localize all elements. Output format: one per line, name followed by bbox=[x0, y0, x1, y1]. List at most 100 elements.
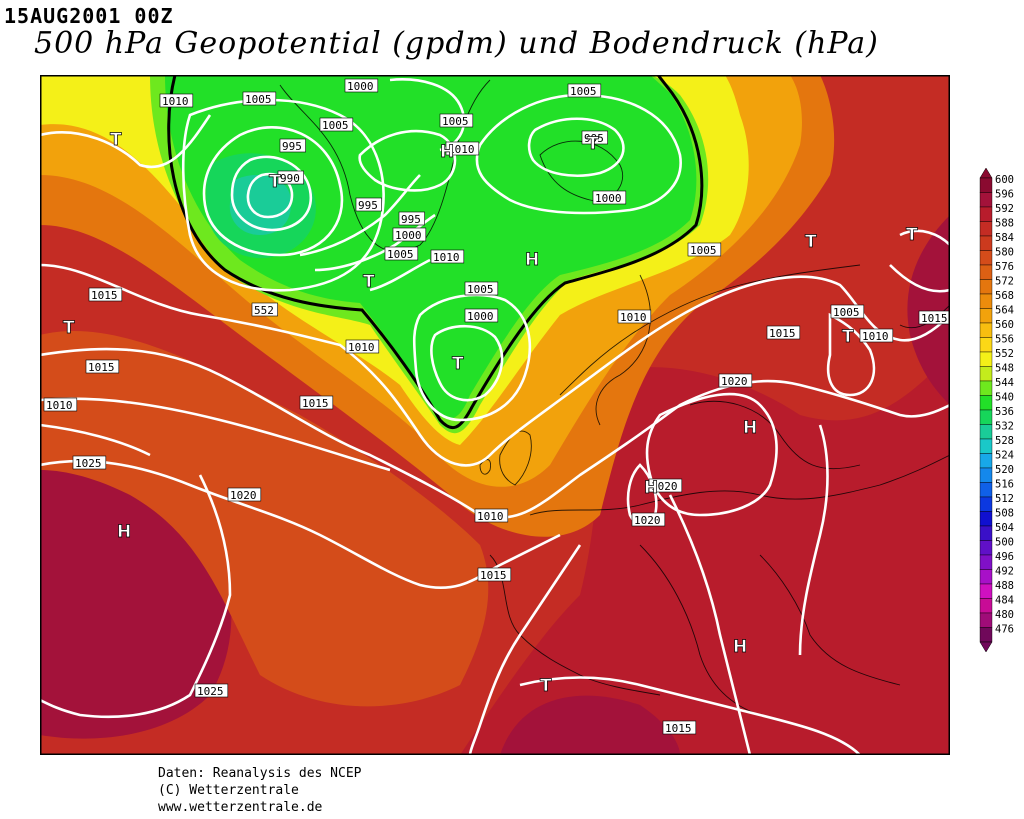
svg-text:1020: 1020 bbox=[651, 480, 678, 493]
legend-swatch bbox=[979, 438, 993, 454]
legend-level-label: 540 bbox=[995, 392, 1014, 404]
legend-level-label: 572 bbox=[995, 276, 1014, 288]
legend-level-label: 532 bbox=[995, 421, 1014, 433]
legend-level-label: 500 bbox=[995, 537, 1014, 549]
svg-text:1005: 1005 bbox=[833, 306, 860, 319]
pressure-label: 1015 bbox=[766, 325, 801, 340]
field-crimson-east bbox=[907, 215, 950, 405]
legend-swatch bbox=[979, 612, 993, 628]
legend-level-label: 544 bbox=[995, 377, 1014, 389]
field-crimson-south bbox=[500, 695, 680, 755]
high-pressure-center: H bbox=[743, 418, 757, 438]
svg-text:1025: 1025 bbox=[75, 457, 102, 470]
svg-text:1010: 1010 bbox=[448, 143, 475, 156]
svg-text:1025: 1025 bbox=[197, 685, 224, 698]
legend-level-label: 476 bbox=[995, 624, 1014, 636]
legend-swatch bbox=[979, 221, 993, 237]
credits-copyright: (C) Wetterzentrale bbox=[158, 783, 299, 798]
legend-level-label: 528 bbox=[995, 435, 1014, 447]
legend-level-label: 496 bbox=[995, 551, 1014, 563]
pressure-centers: T H T T T H T T T T T H H H T H bbox=[63, 130, 919, 697]
svg-text:1015: 1015 bbox=[769, 327, 796, 340]
svg-text:1000: 1000 bbox=[467, 310, 494, 323]
low-pressure-center: T bbox=[842, 327, 854, 347]
pressure-label: 1005 bbox=[567, 83, 602, 98]
pressure-label: 1010 bbox=[43, 397, 78, 412]
high-pressure-center: H bbox=[117, 522, 131, 542]
pressure-label: 1015 bbox=[477, 567, 512, 582]
legend-swatch bbox=[979, 525, 993, 541]
legend-level-label: 552 bbox=[995, 348, 1014, 360]
pressure-label: 995 bbox=[279, 138, 306, 153]
legend-level-label: 592 bbox=[995, 203, 1014, 215]
legend-level-label: 488 bbox=[995, 580, 1014, 592]
field-orange-red bbox=[40, 331, 489, 707]
legend-level-label: 504 bbox=[995, 522, 1014, 534]
pressure-label: 1025 bbox=[194, 683, 229, 698]
pressure-label: 1005 bbox=[687, 242, 722, 257]
legend-level-label: 600 bbox=[995, 174, 1014, 186]
svg-text:1015: 1015 bbox=[302, 397, 329, 410]
svg-text:1010: 1010 bbox=[46, 399, 73, 412]
pressure-label: 1020 bbox=[718, 373, 753, 388]
svg-text:1015: 1015 bbox=[91, 289, 118, 302]
svg-text:1005: 1005 bbox=[467, 283, 494, 296]
svg-text:995: 995 bbox=[358, 199, 378, 212]
svg-text:1000: 1000 bbox=[595, 192, 622, 205]
high-pressure-center: H bbox=[440, 142, 454, 162]
pressure-label: 995 bbox=[581, 130, 608, 145]
pressure-label: 1015 bbox=[85, 359, 120, 374]
pressure-label: 1005 bbox=[830, 304, 865, 319]
legend-level-label: 512 bbox=[995, 493, 1014, 505]
low-pressure-center: T bbox=[540, 676, 552, 696]
pressure-label: 552 bbox=[251, 302, 278, 317]
low-pressure-center: T bbox=[110, 130, 122, 150]
legend-level-label: 560 bbox=[995, 319, 1014, 331]
legend-swatch bbox=[979, 467, 993, 483]
svg-text:1000: 1000 bbox=[347, 80, 374, 93]
svg-text:990: 990 bbox=[280, 172, 300, 185]
color-legend: 600 596 592 588 584 580 576 572 568 564 560 556 552 5… bbox=[979, 168, 1014, 653]
legend-level-label: 596 bbox=[995, 189, 1014, 201]
svg-text:995: 995 bbox=[401, 213, 421, 226]
legend-swatch bbox=[979, 453, 993, 469]
pressure-label: 1020 bbox=[648, 478, 683, 493]
svg-text:1015: 1015 bbox=[665, 722, 692, 735]
svg-text:1005: 1005 bbox=[387, 248, 414, 261]
legend-level-label: 484 bbox=[995, 595, 1014, 607]
pressure-label: 995 bbox=[355, 197, 382, 212]
legend-level-label: 584 bbox=[995, 232, 1014, 244]
pressure-label: 1005 bbox=[242, 91, 277, 106]
legend-swatch bbox=[979, 380, 993, 396]
legend-swatch bbox=[979, 351, 993, 367]
legend-level-label: 536 bbox=[995, 406, 1014, 418]
pressure-label: 1015 bbox=[662, 720, 697, 735]
legend-swatch bbox=[979, 627, 993, 643]
pressure-label: 1015 bbox=[88, 287, 123, 302]
credits-website[interactable]: www.wetterzentrale.de bbox=[158, 800, 323, 815]
pressure-label: 1020 bbox=[227, 487, 262, 502]
pressure-label: 1005 bbox=[319, 117, 354, 132]
contour-552 bbox=[167, 75, 704, 430]
legend-swatch bbox=[979, 598, 993, 614]
pressure-label: 1010 bbox=[474, 508, 509, 523]
legend-swatch bbox=[979, 511, 993, 527]
svg-text:1010: 1010 bbox=[477, 510, 504, 523]
pressure-label: 1000 bbox=[344, 78, 379, 93]
pressure-label: 1010 bbox=[430, 249, 465, 264]
svg-text:1010: 1010 bbox=[862, 330, 889, 343]
pressure-label: 1015 bbox=[918, 310, 950, 325]
credits-data-source: Daten: Reanalysis des NCEP bbox=[158, 766, 362, 781]
svg-text:1010: 1010 bbox=[348, 341, 375, 354]
legend-swatch bbox=[979, 206, 993, 222]
legend-level-label: 564 bbox=[995, 305, 1014, 317]
pressure-label: 1010 bbox=[345, 339, 380, 354]
pressure-label: 1000 bbox=[392, 227, 427, 242]
legend-level-label: 492 bbox=[995, 566, 1014, 578]
svg-text:1005: 1005 bbox=[442, 115, 469, 128]
svg-text:1020: 1020 bbox=[230, 489, 257, 502]
legend-swatch bbox=[979, 554, 993, 570]
legend-swatch bbox=[979, 569, 993, 585]
low-pressure-center: T bbox=[906, 225, 918, 245]
pressure-label: 1010 bbox=[617, 309, 652, 324]
